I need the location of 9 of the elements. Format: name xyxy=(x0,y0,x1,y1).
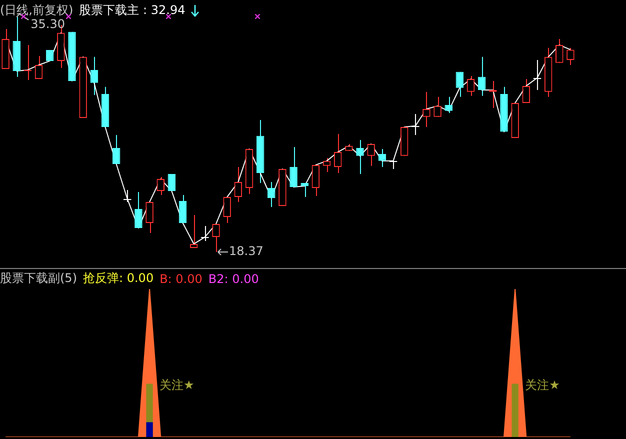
annotation: 35.30 xyxy=(30,17,65,32)
annotation: 关注★ xyxy=(525,378,560,392)
annotation: 股票下载主 : 32.94 xyxy=(79,2,186,19)
text: B2: 0.00 xyxy=(208,272,259,286)
annotation: 关注★ xyxy=(160,378,194,392)
text: B: 0.00 xyxy=(160,272,202,286)
text: 抢反弹: 0.00 xyxy=(83,270,154,287)
annotation: 18.37 xyxy=(229,244,264,258)
text: 股票下载副(5) xyxy=(0,270,77,287)
